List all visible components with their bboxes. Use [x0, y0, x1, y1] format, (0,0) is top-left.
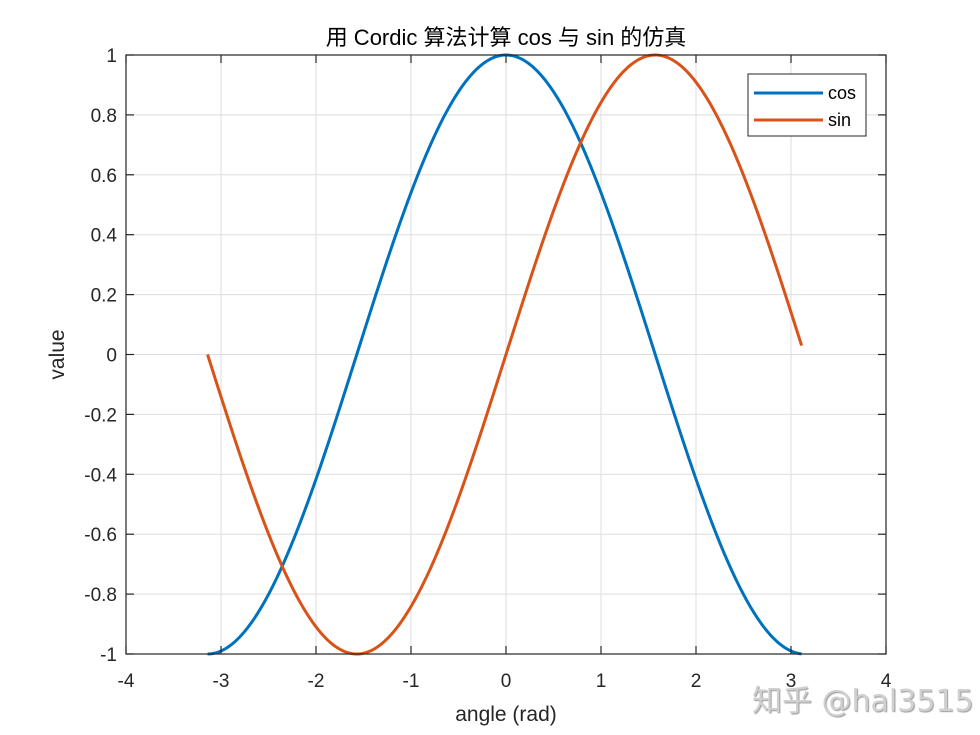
legend-label-cos: cos	[828, 83, 856, 103]
x-tick-label: 4	[881, 671, 892, 692]
legend: cos sin	[747, 73, 867, 137]
x-tick-label: -1	[403, 671, 420, 692]
x-axis-label: angle (rad)	[455, 703, 557, 726]
y-tick-label: 0.8	[91, 106, 117, 127]
y-tick-label: -0.8	[84, 585, 117, 606]
y-tick-labels: -1 -0.8 -0.6 -0.4 -0.2 0 0.2 0.4 0.6 0.8 1	[84, 46, 117, 666]
y-tick-label: 0.6	[91, 166, 117, 187]
y-axis-label: value	[46, 329, 69, 379]
y-tick-label: 1	[106, 46, 117, 67]
x-tick-label: -4	[118, 671, 135, 692]
x-tick-label: 0	[501, 671, 512, 692]
grid-lines	[125, 54, 887, 655]
chart-title: 用 Cordic 算法计算 cos 与 sin 的仿真	[326, 25, 687, 50]
y-tick-label: 0.4	[91, 226, 118, 247]
x-tick-label: 1	[596, 671, 607, 692]
y-tick-label: -0.2	[84, 405, 117, 426]
y-tick-label: -0.6	[84, 525, 117, 546]
x-tick-label: -3	[213, 671, 230, 692]
y-tick-label: -1	[100, 645, 117, 666]
x-tick-label: 2	[691, 671, 702, 692]
y-tick-label: -0.4	[84, 465, 117, 486]
legend-label-sin: sin	[828, 110, 851, 130]
tick-marks	[125, 54, 887, 655]
y-tick-label: 0.2	[91, 286, 117, 307]
x-tick-label: -2	[308, 671, 325, 692]
series-sin-line	[206, 53, 804, 656]
x-tick-labels: -4 -3 -2 -1 0 1 2 3 4	[118, 671, 892, 692]
legend-box	[747, 73, 867, 137]
watermark: 知乎 @hal3515	[752, 684, 974, 719]
x-tick-label: 3	[786, 671, 797, 692]
y-tick-label: 0	[106, 346, 117, 367]
